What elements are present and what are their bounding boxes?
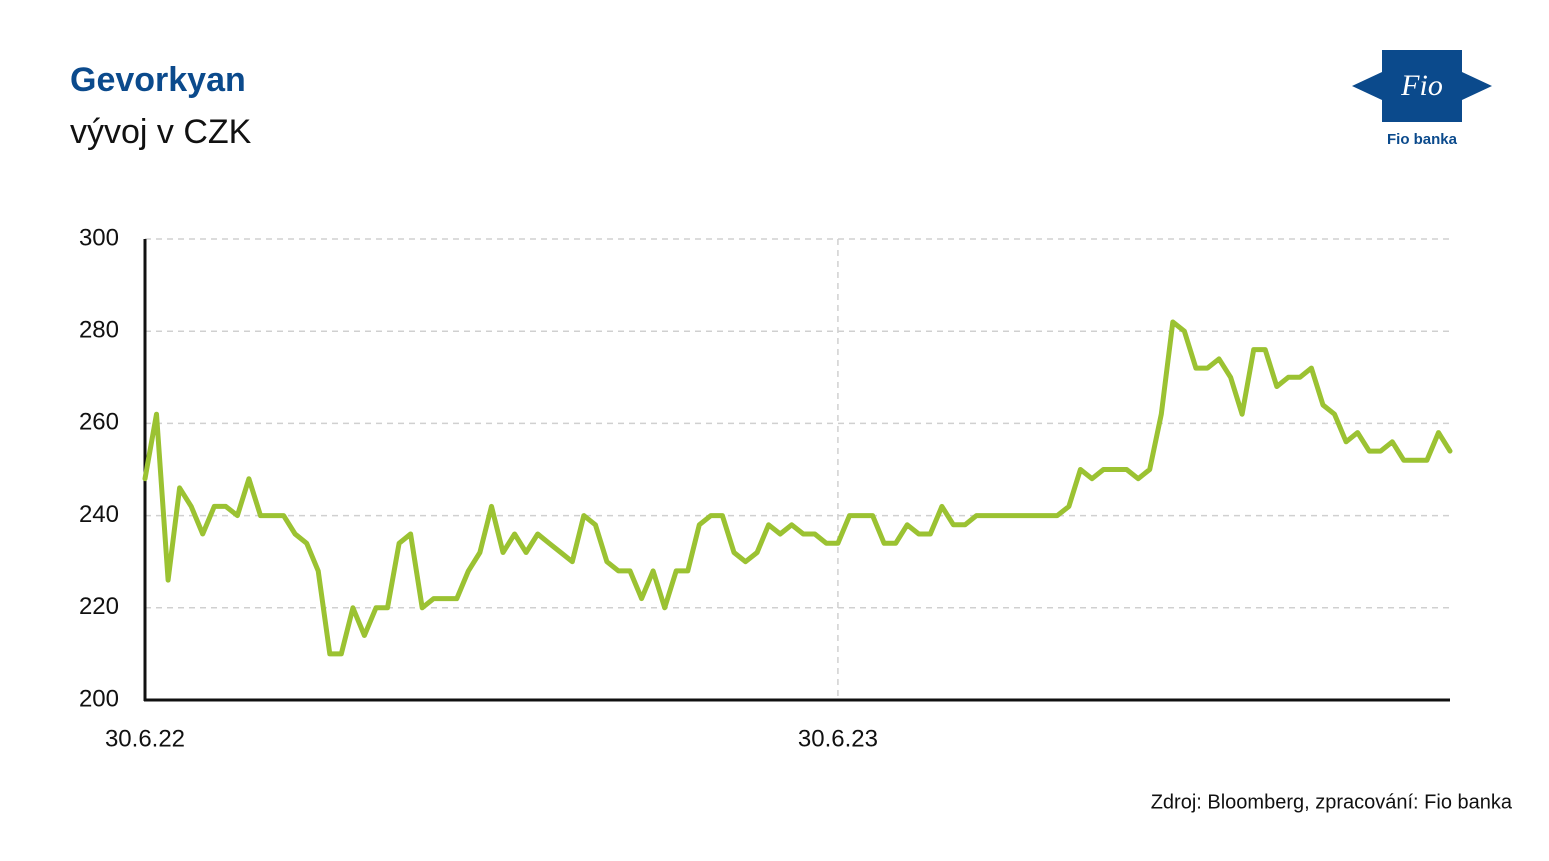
- logo-mark: Fio: [1400, 69, 1443, 102]
- y-tick-label: 240: [79, 501, 119, 528]
- logo-wing: [1352, 72, 1382, 100]
- x-tick-label: 30.6.23: [798, 725, 878, 752]
- y-tick-label: 220: [79, 593, 119, 620]
- y-tick-label: 280: [79, 317, 119, 344]
- x-tick-label: 30.6.22: [105, 725, 185, 752]
- y-tick-label: 260: [79, 409, 119, 436]
- line-series: [142, 319, 1453, 657]
- logo-box: [1382, 50, 1462, 122]
- y-tick-label: 300: [79, 224, 119, 251]
- logo: Fio Fio banka: [1352, 50, 1492, 148]
- chart-title: Gevorkyan: [70, 61, 246, 99]
- logo-caption: Fio banka: [1387, 131, 1458, 148]
- logo-wing: [1462, 72, 1492, 100]
- y-tick-label: 200: [79, 685, 119, 712]
- chart-subtitle: vývoj v CZK: [70, 113, 252, 151]
- source-note: Zdroj: Bloomberg, zpracování: Fio banka: [1151, 791, 1513, 813]
